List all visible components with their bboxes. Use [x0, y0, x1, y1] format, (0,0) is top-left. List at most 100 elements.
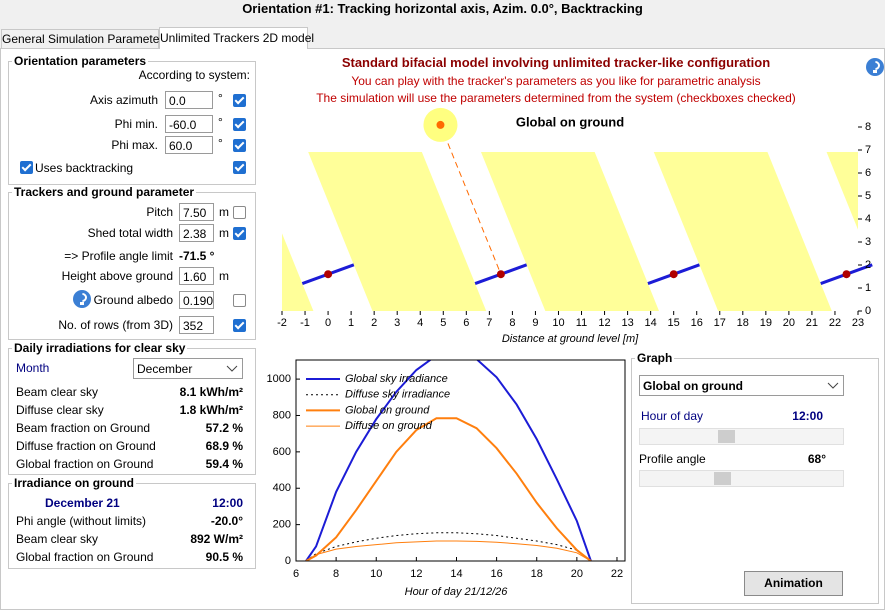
slider-thumb[interactable] — [718, 430, 735, 443]
plot-frame — [295, 359, 626, 562]
help-icon[interactable] — [73, 290, 91, 308]
chart-title: Global on ground — [516, 114, 624, 129]
y-tick-label: 6 — [865, 167, 871, 179]
group-title: Trackers and ground parameter — [12, 185, 197, 199]
value: -20.0° — [210, 514, 243, 528]
x-tick-label: 14 — [450, 568, 462, 580]
checkbox[interactable] — [233, 206, 246, 219]
series-line — [305, 360, 592, 561]
legend-label: Diffuse sky irradiance — [345, 389, 450, 401]
value: 1.8 kWh/m² — [179, 403, 243, 417]
unit: ° — [218, 136, 223, 150]
checkbox[interactable] — [233, 161, 246, 174]
label: Beam fraction on Ground — [16, 421, 151, 435]
x-tick-label: 8 — [333, 568, 339, 580]
hour-slider[interactable] — [639, 428, 844, 445]
input[interactable]: 352 — [179, 316, 214, 334]
label: Ground albedo — [93, 293, 173, 307]
label: => Profile angle limit — [64, 249, 173, 263]
trackers-group: Trackers and ground parameter — [8, 185, 256, 340]
month-select[interactable]: December — [133, 358, 243, 379]
tab[interactable]: General Simulation Parameters — [1, 29, 169, 49]
label: Axis azimuth — [89, 93, 158, 107]
input[interactable]: 1.60 — [179, 267, 214, 285]
label: Phi min. — [114, 117, 158, 131]
value: 12:00 — [792, 409, 823, 423]
label: Uses backtracking — [35, 161, 134, 175]
x-tick-label: 14 — [645, 317, 657, 329]
lit-ground — [308, 152, 487, 311]
input[interactable]: -60.0 — [165, 115, 213, 133]
unit: m — [219, 226, 229, 240]
checkbox[interactable] — [233, 319, 246, 332]
input[interactable]: 7.50 — [179, 203, 214, 221]
x-tick-label: 15 — [668, 317, 680, 329]
graph-select[interactable]: Global on ground — [639, 375, 844, 396]
y-tick-label: 200 — [273, 519, 291, 531]
input[interactable]: 2.38 — [179, 224, 214, 242]
x-tick-label: 1 — [348, 317, 354, 329]
value: 57.2 % — [205, 421, 243, 435]
label: Beam clear sky — [16, 385, 99, 399]
x-tick-label: 16 — [691, 317, 703, 329]
tab-active[interactable]: Unlimited Trackers 2D model — [159, 27, 314, 49]
checkbox[interactable] — [233, 139, 246, 152]
y-tick-label: 0 — [285, 555, 291, 567]
y-tick-label: 800 — [273, 409, 291, 421]
y-tick-label: 8 — [865, 121, 871, 133]
checkbox[interactable] — [20, 161, 33, 174]
sun-core — [436, 120, 445, 129]
checkbox[interactable] — [233, 294, 246, 307]
checkbox[interactable] — [233, 118, 246, 131]
input[interactable]: 0.0 — [165, 91, 213, 109]
tracker-axis — [496, 270, 505, 279]
x-tick-label: 0 — [325, 317, 331, 329]
label: Diffuse fraction on Ground — [16, 439, 156, 453]
input[interactable]: 0.190 — [179, 291, 214, 309]
legend-label: Diffuse on ground — [345, 420, 433, 432]
tracker-axis — [842, 270, 851, 279]
legend-label: Global sky irradiance — [345, 373, 448, 385]
x-tick-label: 19 — [760, 317, 772, 329]
x-tick-label: 10 — [370, 568, 382, 580]
orientation-group: Orientation parameters — [8, 54, 256, 185]
series-line — [305, 540, 592, 561]
animation-button[interactable]: Animation — [744, 571, 843, 596]
y-tick-label: 0 — [865, 305, 871, 317]
label: Phi angle (without limits) — [16, 514, 147, 528]
slider-thumb[interactable] — [714, 472, 731, 485]
label: Shed total width — [87, 226, 173, 240]
lit-ground — [480, 152, 660, 311]
x-axis-label: Hour of day 21/12/26 — [405, 586, 509, 598]
x-axis-label: Distance at ground level [m] — [502, 333, 639, 345]
x-tick-label: -2 — [277, 317, 287, 329]
label: Height above ground — [61, 269, 173, 283]
tracker-axis — [669, 270, 678, 279]
unit: ° — [218, 115, 223, 129]
profile-slider[interactable] — [639, 470, 844, 487]
label: Diffuse clear sky — [16, 403, 104, 417]
irradiance-group: Irradiance on ground — [8, 476, 256, 569]
checkbox[interactable] — [233, 94, 246, 107]
group-title: Orientation parameters — [12, 54, 149, 68]
dropdown-arrow — [827, 382, 839, 389]
dropdown-arrow — [226, 365, 238, 372]
x-tick-label: 22 — [611, 568, 623, 580]
x-tick-label: 23 — [852, 317, 864, 329]
x-tick-label: 22 — [829, 317, 841, 329]
lines — [305, 360, 592, 561]
lit-ground — [826, 152, 858, 230]
checkbox[interactable] — [233, 227, 246, 240]
x-tick-label: 13 — [621, 317, 633, 329]
x-tick-label: 4 — [417, 317, 423, 329]
x-tick-label: 6 — [293, 568, 299, 580]
x-tick-label: 8 — [509, 317, 515, 329]
x-tick-label: 12 — [410, 568, 422, 580]
label: Beam clear sky — [16, 532, 99, 546]
value: 68° — [807, 452, 826, 466]
x-tick-label: 3 — [394, 317, 400, 329]
help-icon[interactable] — [866, 58, 884, 76]
value: 90.5 % — [205, 550, 243, 564]
input[interactable]: 60.0 — [165, 136, 213, 154]
